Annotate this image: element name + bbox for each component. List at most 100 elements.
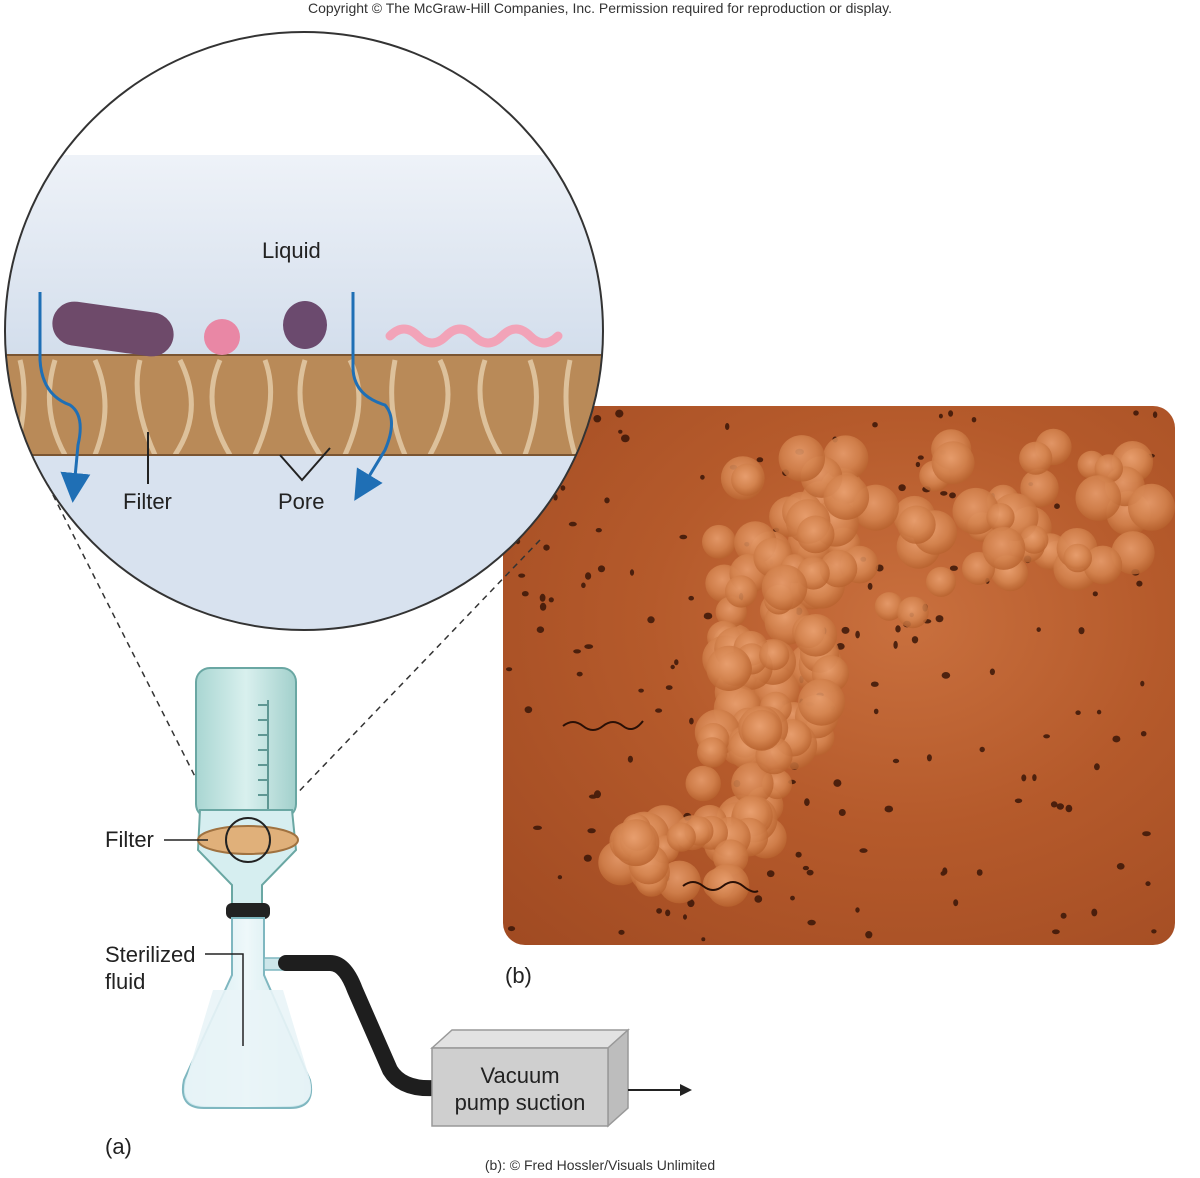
bacterial-cell: [1083, 545, 1123, 585]
pore-hole: [926, 754, 932, 762]
pore-hole: [1133, 410, 1139, 416]
bacterial-cell: [819, 549, 858, 588]
pore-hole: [655, 708, 663, 713]
bacterial-cell: [897, 505, 936, 544]
pore-hole: [595, 528, 602, 533]
pore-hole: [629, 569, 635, 576]
pore-hole: [604, 497, 610, 504]
pore-hole: [1091, 908, 1098, 917]
bacterial-cell: [731, 463, 764, 496]
pore-hole: [687, 899, 695, 908]
pore-hole: [940, 871, 946, 876]
bacterial-cell: [798, 678, 845, 726]
pore-hole: [807, 919, 816, 926]
pore-hole: [539, 602, 547, 611]
pore-hole: [507, 926, 516, 932]
spirochete: [562, 720, 644, 731]
pore-hole: [1094, 763, 1100, 771]
pump-label: Vacuum pump suction: [432, 1062, 608, 1116]
bacterial-cell: [697, 737, 728, 768]
pore-hole: [594, 790, 601, 799]
pore-hole: [867, 582, 873, 590]
pore-hole: [539, 593, 546, 602]
pore-hole: [533, 825, 542, 830]
pore-hole: [766, 870, 775, 878]
pore-hole: [898, 484, 906, 492]
vacuum-pump: [430, 1028, 630, 1128]
pore-hole: [1136, 580, 1143, 587]
pore-hole: [568, 521, 577, 527]
bacterial-cell: [796, 515, 835, 554]
bacterial-cell: [761, 564, 808, 611]
pore-hole: [754, 895, 763, 903]
pore-hole: [703, 612, 713, 620]
bacterial-cell: [731, 762, 774, 805]
pore-hole: [795, 851, 802, 858]
pore-hole: [584, 644, 594, 649]
pore-hole: [979, 746, 985, 753]
pore-hole: [1032, 774, 1037, 782]
pore-hole: [855, 630, 860, 639]
pore-hole: [688, 595, 694, 601]
bacterial-cell: [706, 645, 752, 691]
bacterial-cell: [1128, 483, 1175, 531]
pore-hole: [949, 492, 956, 499]
pore-hole: [935, 615, 944, 623]
pore-hole: [940, 491, 948, 496]
pore-hole: [557, 875, 563, 880]
bacterial-cell: [874, 592, 904, 621]
pore-hole: [1116, 863, 1125, 870]
pore-hole: [873, 708, 879, 715]
pore-hole: [971, 417, 977, 423]
bacterial-cell: [1020, 525, 1049, 554]
pore-hole: [665, 909, 671, 917]
pore-hole: [638, 688, 644, 693]
pore-hole: [518, 573, 526, 578]
pore-hole: [647, 616, 655, 624]
bacterial-cell: [759, 640, 790, 671]
pore-hole: [915, 461, 921, 468]
pore-hole: [976, 869, 983, 876]
pore-hole: [892, 758, 900, 764]
micrograph-texture: [506, 409, 1175, 942]
pore-hole: [838, 809, 846, 816]
pore-hole: [953, 899, 959, 907]
pore-hole: [587, 828, 596, 834]
bacterial-cell: [982, 526, 1026, 570]
spiral-bacterium: [385, 324, 563, 348]
photo-credit: (b): © Fred Hossler/Visuals Unlimited: [484, 1157, 716, 1173]
flow-arrow-right: [351, 292, 393, 501]
pore-hole: [665, 685, 673, 690]
filter-label: Filter: [105, 827, 154, 852]
pore-hole: [895, 625, 901, 633]
pore-hole: [790, 895, 795, 901]
pore-hole: [689, 717, 694, 725]
filter-disc: [197, 825, 299, 855]
pore-hole: [841, 626, 850, 634]
pore-hole: [615, 409, 624, 418]
pore-hole: [573, 649, 581, 654]
pore-hole: [583, 854, 592, 862]
pump-label-line1: Vacuum: [480, 1063, 560, 1088]
bacterial-cell: [702, 524, 736, 559]
bacterial-cell: [725, 575, 758, 608]
collection-flask: [182, 917, 312, 1109]
pore-hole: [941, 672, 951, 679]
pore-hole: [1140, 680, 1145, 687]
pore-hole: [536, 626, 545, 633]
bacterial-cell: [823, 474, 870, 520]
bacterial-cell: [612, 819, 660, 867]
pore-hole: [949, 565, 958, 571]
bacterial-cell: [952, 487, 1000, 535]
pore-hole: [859, 848, 868, 853]
pore-hole: [656, 908, 662, 914]
diplococcus: [283, 301, 327, 349]
pore-hole: [1151, 929, 1157, 934]
pore-hole: [1056, 803, 1064, 810]
copyright-notice: Copyright © The McGraw-Hill Companies, I…: [307, 0, 893, 16]
pore-hole: [560, 485, 566, 491]
pore-hole: [506, 667, 513, 672]
bacterial-cell: [986, 503, 1015, 532]
bacterial-cell: [897, 596, 929, 629]
